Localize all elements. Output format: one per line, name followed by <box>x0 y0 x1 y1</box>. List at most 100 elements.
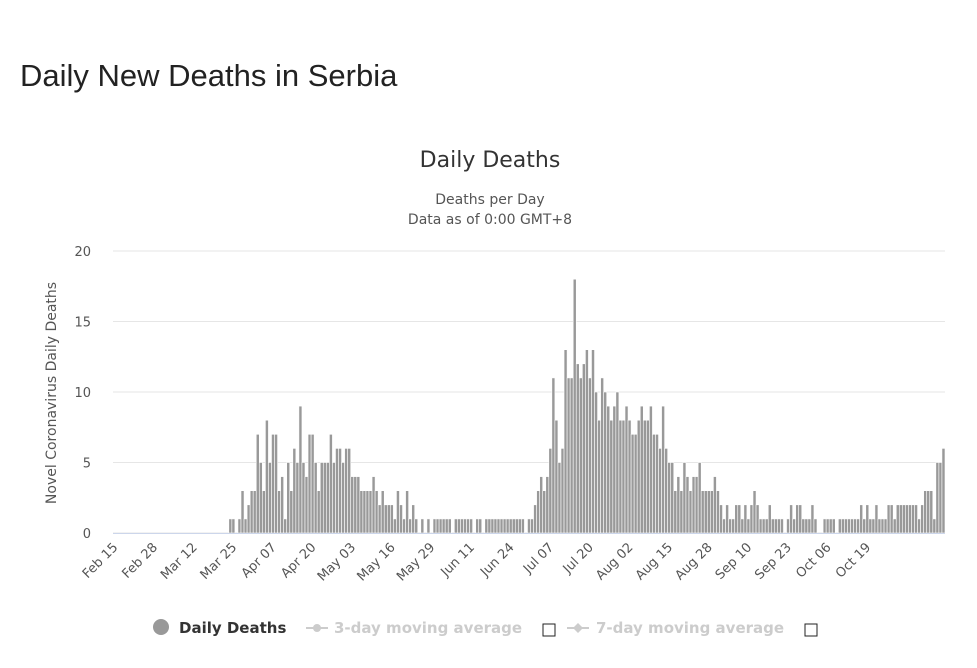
bar[interactable] <box>929 490 934 534</box>
bar[interactable] <box>691 476 696 534</box>
bar[interactable] <box>874 504 879 534</box>
bar[interactable] <box>304 476 309 534</box>
bar[interactable] <box>880 518 885 534</box>
bar[interactable] <box>932 518 937 534</box>
bar[interactable] <box>493 518 498 534</box>
bar[interactable] <box>694 476 699 534</box>
bar[interactable] <box>871 518 876 534</box>
bar[interactable] <box>655 433 659 534</box>
bar[interactable] <box>636 419 641 534</box>
bar[interactable] <box>441 518 446 534</box>
bar[interactable] <box>749 504 754 534</box>
bar[interactable] <box>758 518 763 534</box>
bar[interactable] <box>551 377 556 534</box>
bar[interactable] <box>307 433 312 534</box>
bar[interactable] <box>804 518 809 534</box>
bar[interactable] <box>231 518 236 534</box>
bar[interactable] <box>374 490 379 534</box>
bar[interactable] <box>889 504 894 534</box>
bar[interactable] <box>313 462 318 534</box>
bar[interactable] <box>578 377 583 534</box>
bar[interactable] <box>627 419 632 534</box>
bar[interactable] <box>639 405 644 534</box>
bar[interactable] <box>892 518 897 534</box>
legend-item-daily-deaths[interactable]: Daily Deaths <box>153 619 286 637</box>
bar[interactable] <box>338 448 342 534</box>
bar[interactable] <box>508 518 513 534</box>
bar[interactable] <box>411 504 416 534</box>
bar[interactable] <box>679 490 684 534</box>
bar[interactable] <box>713 476 717 534</box>
bar[interactable] <box>649 405 653 534</box>
bar[interactable] <box>292 448 297 534</box>
bar[interactable] <box>597 419 601 534</box>
bar[interactable] <box>344 448 348 534</box>
bar[interactable] <box>322 462 327 534</box>
bar[interactable] <box>408 518 412 534</box>
bar[interactable] <box>722 518 726 534</box>
bar[interactable] <box>789 504 793 534</box>
bar[interactable] <box>249 490 254 534</box>
bar[interactable] <box>557 462 562 534</box>
bar[interactable] <box>609 419 614 534</box>
bar[interactable] <box>426 518 431 534</box>
bar[interactable] <box>262 490 266 534</box>
bar[interactable] <box>454 518 458 534</box>
bar[interactable] <box>310 433 315 534</box>
bar[interactable] <box>530 518 534 534</box>
bar[interactable] <box>383 504 388 534</box>
bar[interactable] <box>767 504 772 534</box>
checkbox-icon[interactable] <box>804 623 818 637</box>
bar[interactable] <box>347 448 352 534</box>
bar[interactable] <box>475 518 480 534</box>
bar[interactable] <box>798 504 803 534</box>
bar[interactable] <box>518 518 522 534</box>
bar[interactable] <box>502 518 507 534</box>
bar[interactable] <box>286 462 291 534</box>
bar[interactable] <box>390 504 394 534</box>
bar[interactable] <box>277 490 281 534</box>
bar[interactable] <box>676 476 681 534</box>
bar[interactable] <box>883 518 888 534</box>
bar[interactable] <box>560 448 565 534</box>
bar[interactable] <box>490 518 495 534</box>
bar[interactable] <box>847 518 851 534</box>
bar[interactable] <box>792 518 796 534</box>
bar[interactable] <box>673 490 678 534</box>
bar[interactable] <box>594 391 598 534</box>
bar[interactable] <box>813 518 818 534</box>
bar[interactable] <box>865 504 870 534</box>
bar[interactable] <box>274 433 278 534</box>
bar[interactable] <box>237 518 242 534</box>
bar[interactable] <box>652 433 656 534</box>
bar[interactable] <box>521 518 525 534</box>
bar[interactable] <box>621 419 626 534</box>
bar[interactable] <box>761 518 766 534</box>
bar[interactable] <box>496 518 501 534</box>
bar[interactable] <box>283 518 288 534</box>
bar[interactable] <box>917 518 921 534</box>
bar[interactable] <box>255 433 260 534</box>
bar[interactable] <box>335 448 339 534</box>
bar[interactable] <box>487 518 492 534</box>
bar[interactable] <box>240 490 245 534</box>
bar[interactable] <box>478 518 483 534</box>
bar[interactable] <box>670 462 675 534</box>
bar[interactable] <box>682 462 687 534</box>
bar[interactable] <box>371 476 376 534</box>
bar[interactable] <box>527 518 531 534</box>
bar[interactable] <box>777 518 781 534</box>
bar[interactable] <box>844 518 848 534</box>
bar[interactable] <box>332 462 336 534</box>
bar[interactable] <box>642 419 647 534</box>
bar[interactable] <box>911 504 915 534</box>
bar[interactable] <box>499 518 504 534</box>
bar[interactable] <box>667 462 672 534</box>
bar[interactable] <box>432 518 437 534</box>
bar[interactable] <box>505 518 510 534</box>
bar[interactable] <box>725 504 729 534</box>
bar[interactable] <box>591 349 595 534</box>
bar[interactable] <box>786 518 790 534</box>
bar[interactable] <box>386 504 391 534</box>
bar[interactable] <box>380 490 385 534</box>
